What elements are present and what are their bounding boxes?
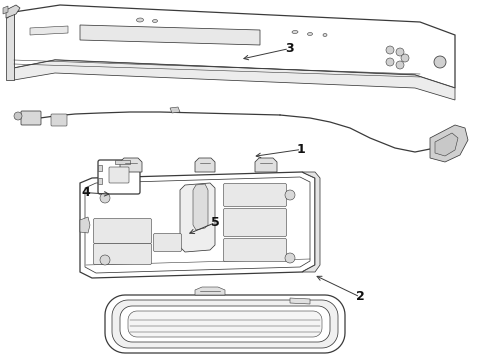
FancyBboxPatch shape [98, 160, 140, 194]
Polygon shape [14, 5, 455, 88]
Polygon shape [430, 125, 468, 162]
Polygon shape [98, 165, 102, 171]
Polygon shape [105, 295, 345, 353]
Polygon shape [80, 25, 260, 45]
Polygon shape [85, 177, 310, 273]
Circle shape [100, 255, 110, 265]
Text: 5: 5 [211, 216, 220, 229]
FancyBboxPatch shape [223, 238, 287, 261]
Polygon shape [180, 183, 215, 252]
FancyBboxPatch shape [94, 219, 151, 243]
FancyBboxPatch shape [153, 234, 181, 252]
Text: 3: 3 [285, 42, 294, 55]
Text: 2: 2 [356, 291, 365, 303]
Polygon shape [6, 12, 14, 80]
Circle shape [386, 58, 394, 66]
Polygon shape [14, 60, 455, 100]
Polygon shape [98, 178, 102, 184]
Ellipse shape [137, 18, 144, 22]
Polygon shape [120, 306, 330, 342]
Polygon shape [120, 158, 142, 172]
Circle shape [14, 112, 22, 120]
Polygon shape [290, 298, 310, 304]
Polygon shape [302, 172, 320, 272]
Ellipse shape [152, 19, 157, 23]
FancyBboxPatch shape [21, 111, 41, 125]
Polygon shape [6, 5, 20, 18]
Polygon shape [195, 158, 215, 172]
Circle shape [401, 54, 409, 62]
Text: 1: 1 [297, 143, 306, 156]
Ellipse shape [292, 31, 298, 33]
Polygon shape [193, 184, 208, 230]
FancyBboxPatch shape [109, 167, 129, 183]
Circle shape [434, 56, 446, 68]
Polygon shape [255, 158, 277, 172]
Circle shape [396, 61, 404, 69]
Polygon shape [80, 217, 90, 233]
FancyBboxPatch shape [223, 184, 287, 207]
FancyBboxPatch shape [51, 114, 67, 126]
Polygon shape [195, 287, 225, 295]
Polygon shape [3, 6, 8, 14]
Circle shape [100, 193, 110, 203]
Polygon shape [128, 311, 322, 337]
Polygon shape [30, 26, 68, 35]
Polygon shape [115, 160, 130, 164]
Polygon shape [80, 172, 315, 278]
Ellipse shape [323, 33, 327, 36]
Polygon shape [435, 133, 458, 156]
Circle shape [396, 48, 404, 56]
FancyBboxPatch shape [94, 243, 151, 265]
FancyBboxPatch shape [223, 208, 287, 237]
Circle shape [285, 253, 295, 263]
Circle shape [285, 190, 295, 200]
Text: 4: 4 [81, 186, 90, 199]
Circle shape [386, 46, 394, 54]
Ellipse shape [308, 32, 313, 36]
Polygon shape [112, 300, 338, 348]
Polygon shape [170, 107, 180, 113]
